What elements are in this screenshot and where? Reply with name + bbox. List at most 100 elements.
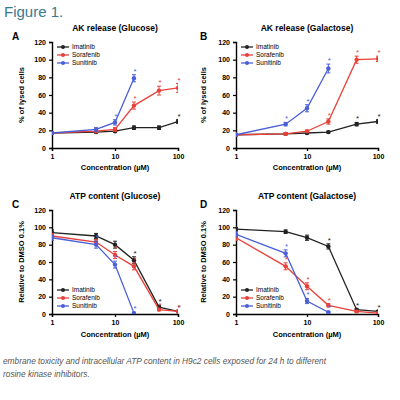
legend: ImatinibSorafenibSunitinib (57, 43, 100, 66)
error-cap (236, 240, 238, 241)
legend: ImatinibSorafenibSunitinib (57, 286, 100, 309)
tick: 100 (373, 148, 385, 160)
error-bar (94, 128, 98, 132)
axis-line (237, 315, 379, 318)
error-bar (113, 128, 117, 132)
tick-label: 100 (373, 153, 385, 160)
figure: Figure 1.AAK release (Glucose)1101000204… (0, 0, 400, 400)
data-point (132, 125, 136, 129)
tick-label: 20 (38, 293, 46, 300)
tick: 100 (173, 314, 185, 326)
significance-mark: * (114, 112, 117, 121)
significance-mark: * (177, 303, 180, 312)
error-bar (326, 64, 330, 73)
error-bar (305, 105, 309, 112)
data-point (326, 244, 330, 248)
tick-label: 100 (218, 56, 230, 63)
tick-label: 60 (222, 92, 230, 99)
tick-label: 100 (218, 224, 230, 231)
tick: 10 (112, 314, 120, 326)
data-point (52, 131, 54, 135)
error-bar (284, 230, 288, 233)
legend: ImatinibSorafenibSunitinib (241, 43, 284, 66)
series-line (52, 238, 134, 313)
caption: rosine kinase inhibitors. (3, 369, 90, 379)
legend-marker (61, 61, 65, 65)
chart-title: AK release (Galactose) (261, 23, 354, 33)
y-axis-title: Relative to DMSO 0.1% (17, 221, 26, 303)
data-point (132, 76, 136, 80)
tick-label: 100 (34, 224, 46, 231)
error-bar (132, 263, 136, 270)
x-axis: 110100 (235, 148, 385, 160)
tick: 40 (38, 276, 52, 283)
tick-label: 60 (38, 92, 46, 99)
legend-item: Imatinib (241, 43, 279, 50)
error-bar (157, 86, 161, 95)
error-bar (94, 241, 98, 248)
series-line (236, 122, 378, 135)
tick: 100 (34, 224, 52, 231)
error-cap (52, 240, 54, 241)
x-axis: 110100 (235, 314, 385, 326)
y-axis-title: % of lysed cells (17, 67, 26, 123)
legend-marker (245, 296, 249, 300)
legend-item: Sorafenib (57, 51, 100, 58)
y-axis: 020406080100120 (34, 207, 52, 318)
legend-item: Sunitinib (241, 302, 281, 309)
legend-marker (61, 304, 65, 308)
tick-label: 20 (222, 127, 230, 134)
significance-mark: * (377, 48, 380, 57)
y-axis: 020406080100120 (34, 39, 52, 152)
x-axis: 110100 (51, 148, 185, 160)
error-cap (326, 124, 330, 125)
significance-mark: * (177, 303, 180, 312)
tick: 1 (51, 148, 55, 160)
significance-mark: * (114, 244, 117, 253)
data-point (305, 106, 309, 110)
tick-label: 20 (222, 293, 230, 300)
significance-mark: * (306, 290, 309, 299)
tick-label: 40 (222, 276, 230, 283)
x-axis-title: Concentration (µM) (273, 163, 342, 172)
tick-label: 80 (38, 74, 46, 81)
y-axis-title: % of lysed cells (199, 67, 208, 123)
tick: 80 (38, 74, 52, 81)
legend-marker (61, 288, 65, 292)
significance-mark: * (377, 112, 380, 121)
data-point (52, 236, 54, 240)
tick: 60 (222, 92, 236, 99)
data-point (94, 242, 98, 246)
tick: 20 (38, 127, 52, 134)
tick-mark (49, 279, 52, 280)
error-bar (132, 126, 136, 130)
error-cap (176, 92, 178, 93)
tick-label: 0 (226, 145, 230, 152)
error-bar (284, 263, 288, 270)
data-point (283, 264, 287, 268)
tick: 120 (218, 39, 236, 46)
tick: 100 (218, 56, 236, 63)
data-point (283, 229, 287, 233)
error-cap (113, 125, 117, 126)
tick-mark (49, 297, 52, 298)
data-point (132, 103, 136, 107)
plot-area (236, 56, 378, 137)
significance-mark: * (285, 114, 288, 123)
tick-label: 0 (42, 145, 46, 152)
significance-mark: * (133, 304, 136, 313)
error-cap (113, 241, 117, 242)
significance-mark: * (114, 253, 117, 262)
legend-item: Imatinib (57, 286, 95, 293)
error-cap (132, 81, 136, 82)
data-point (376, 57, 378, 61)
legend-item: Imatinib (241, 286, 279, 293)
tick-mark (49, 245, 52, 246)
tick: 0 (226, 311, 236, 318)
legend-label: Sunitinib (72, 302, 97, 309)
error-cap (157, 95, 161, 96)
error-cap (52, 235, 54, 236)
error-bar (132, 75, 136, 82)
tick: 20 (222, 293, 236, 300)
data-point (113, 262, 117, 266)
